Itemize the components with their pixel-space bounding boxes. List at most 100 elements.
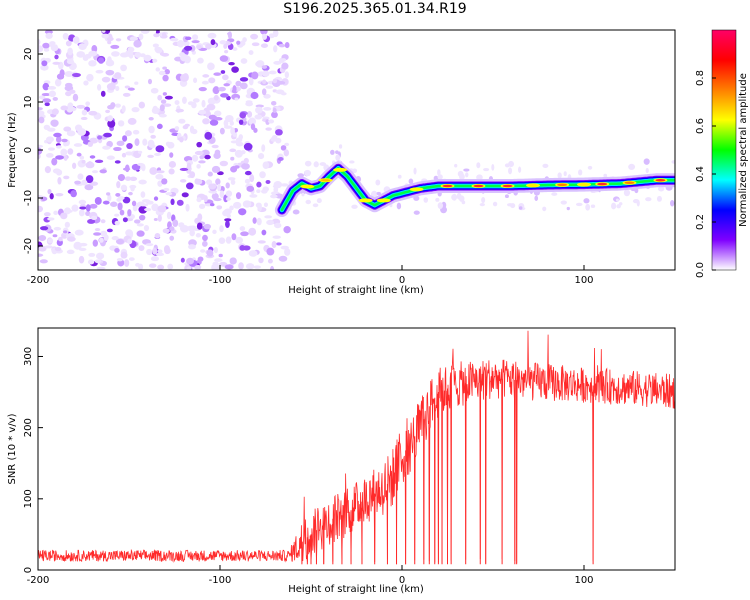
noise-blob bbox=[518, 206, 523, 210]
noise-blob bbox=[41, 60, 48, 67]
noise-blob bbox=[99, 169, 107, 174]
noise-blob bbox=[241, 163, 250, 170]
noise-blob bbox=[476, 162, 481, 169]
noise-blob bbox=[153, 196, 159, 201]
noise-blob bbox=[81, 109, 88, 116]
noise-blob bbox=[100, 219, 106, 224]
noise-blob bbox=[38, 234, 47, 242]
noise-blob bbox=[249, 194, 258, 198]
noise-blob bbox=[175, 108, 184, 113]
noise-blob bbox=[89, 155, 96, 159]
noise-blob bbox=[274, 222, 282, 229]
noise-blob bbox=[115, 103, 121, 108]
noise-blob bbox=[508, 160, 515, 168]
noise-blob bbox=[312, 203, 319, 208]
noise-blob bbox=[106, 36, 114, 42]
noise-blob bbox=[194, 217, 202, 225]
noise-blob bbox=[117, 120, 125, 127]
noise-blob bbox=[160, 99, 167, 104]
noise-blob bbox=[79, 155, 85, 160]
noise-blob bbox=[223, 125, 233, 129]
noise-blob bbox=[283, 149, 290, 157]
noise-blob bbox=[154, 47, 159, 52]
noise-blob bbox=[191, 34, 199, 41]
noise-blob bbox=[102, 200, 110, 205]
noise-blob bbox=[205, 43, 212, 50]
noise-blob bbox=[304, 169, 311, 177]
noise-blob bbox=[463, 168, 470, 172]
noise-blob bbox=[116, 140, 125, 146]
noise-blob bbox=[196, 222, 203, 230]
noise-blob bbox=[476, 174, 483, 181]
noise-blob bbox=[124, 85, 130, 89]
noise-blob bbox=[40, 226, 49, 231]
noise-blob bbox=[517, 166, 522, 173]
noise-blob bbox=[218, 253, 223, 258]
noise-blob bbox=[507, 203, 514, 207]
noise-blob bbox=[239, 112, 247, 119]
noise-blob bbox=[375, 179, 381, 186]
noise-blob bbox=[138, 33, 144, 40]
noise-blob bbox=[645, 168, 649, 174]
noise-blob bbox=[283, 226, 291, 234]
noise-blob bbox=[41, 92, 51, 97]
noise-blob bbox=[78, 209, 85, 217]
noise-blob bbox=[263, 106, 272, 111]
noise-blob bbox=[423, 197, 429, 203]
noise-blob bbox=[66, 130, 76, 137]
noise-blob bbox=[129, 176, 138, 181]
noise-blob bbox=[165, 141, 171, 147]
noise-blob bbox=[60, 212, 68, 220]
noise-blob bbox=[152, 58, 158, 63]
noise-blob bbox=[408, 178, 414, 185]
noise-blob bbox=[603, 173, 608, 178]
noise-blob bbox=[116, 181, 121, 189]
noise-blob bbox=[125, 151, 133, 156]
noise-blob bbox=[47, 217, 55, 221]
noise-blob bbox=[162, 228, 170, 234]
noise-blob bbox=[134, 81, 139, 85]
colorbar-tick-label: 0.6 bbox=[695, 118, 706, 134]
ridge-hotspot bbox=[378, 199, 389, 202]
noise-blob bbox=[230, 127, 235, 135]
noise-blob bbox=[38, 205, 44, 213]
noise-blob bbox=[248, 227, 257, 236]
noise-blob bbox=[244, 178, 251, 184]
noise-blob bbox=[169, 226, 175, 232]
noise-blob bbox=[194, 265, 202, 270]
noise-blob bbox=[261, 144, 266, 152]
noise-blob bbox=[284, 42, 290, 49]
noise-blob bbox=[116, 258, 123, 262]
noise-blob bbox=[58, 236, 63, 242]
noise-blob bbox=[85, 204, 91, 212]
noise-blob bbox=[245, 101, 254, 107]
noise-blob bbox=[147, 154, 154, 158]
colorbar-gradient bbox=[711, 29, 737, 271]
noise-blob bbox=[157, 249, 163, 254]
noise-blob bbox=[110, 201, 118, 207]
noise-blob bbox=[103, 132, 112, 138]
noise-blob bbox=[163, 245, 170, 253]
noise-blob bbox=[177, 137, 184, 141]
noise-blob bbox=[226, 197, 231, 201]
noise-blob bbox=[284, 248, 291, 256]
noise-blob bbox=[258, 152, 265, 160]
noise-blob bbox=[264, 215, 273, 219]
noise-blob bbox=[80, 116, 88, 121]
noise-blob bbox=[657, 186, 665, 192]
noise-blob bbox=[157, 214, 162, 222]
noise-blob bbox=[259, 171, 266, 179]
noise-blob bbox=[504, 194, 509, 199]
noise-blob bbox=[239, 82, 248, 90]
noise-blob bbox=[161, 178, 168, 185]
noise-blob bbox=[256, 181, 262, 188]
noise-blob bbox=[560, 200, 567, 205]
noise-blob bbox=[203, 223, 211, 230]
noise-blob bbox=[162, 74, 169, 82]
noise-blob bbox=[137, 162, 145, 167]
noise-blob bbox=[132, 129, 140, 135]
noise-blob bbox=[437, 169, 441, 176]
noise-blob bbox=[220, 70, 226, 74]
noise-blob bbox=[47, 86, 57, 90]
colorbar-tick-label: 0.2 bbox=[695, 214, 706, 230]
